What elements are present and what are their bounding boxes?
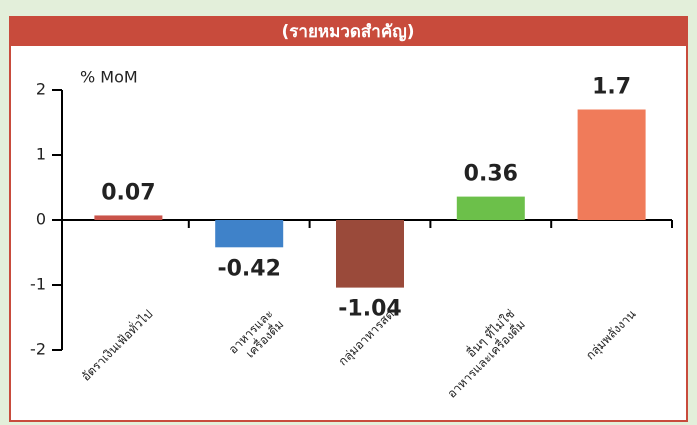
bar — [94, 215, 163, 220]
data-label: 0.36 — [464, 162, 518, 187]
chart-title: (รายหมวดสำคัญ) — [282, 22, 415, 42]
bar — [336, 220, 404, 288]
y-tick-label: 0 — [36, 210, 46, 229]
y-axis-label: % MoM — [80, 68, 138, 87]
header-band — [10, 17, 687, 46]
data-label: -1.04 — [338, 297, 401, 322]
bar — [456, 196, 525, 220]
y-tick-label: -2 — [30, 340, 46, 359]
bar — [577, 109, 646, 220]
y-tick-label: 1 — [36, 145, 46, 164]
data-label: 1.7 — [592, 75, 631, 100]
bar — [215, 220, 284, 248]
data-label: -0.42 — [217, 256, 280, 281]
y-tick-label: 2 — [36, 80, 46, 99]
y-tick-label: -1 — [30, 275, 46, 294]
data-label: 0.07 — [101, 180, 155, 205]
